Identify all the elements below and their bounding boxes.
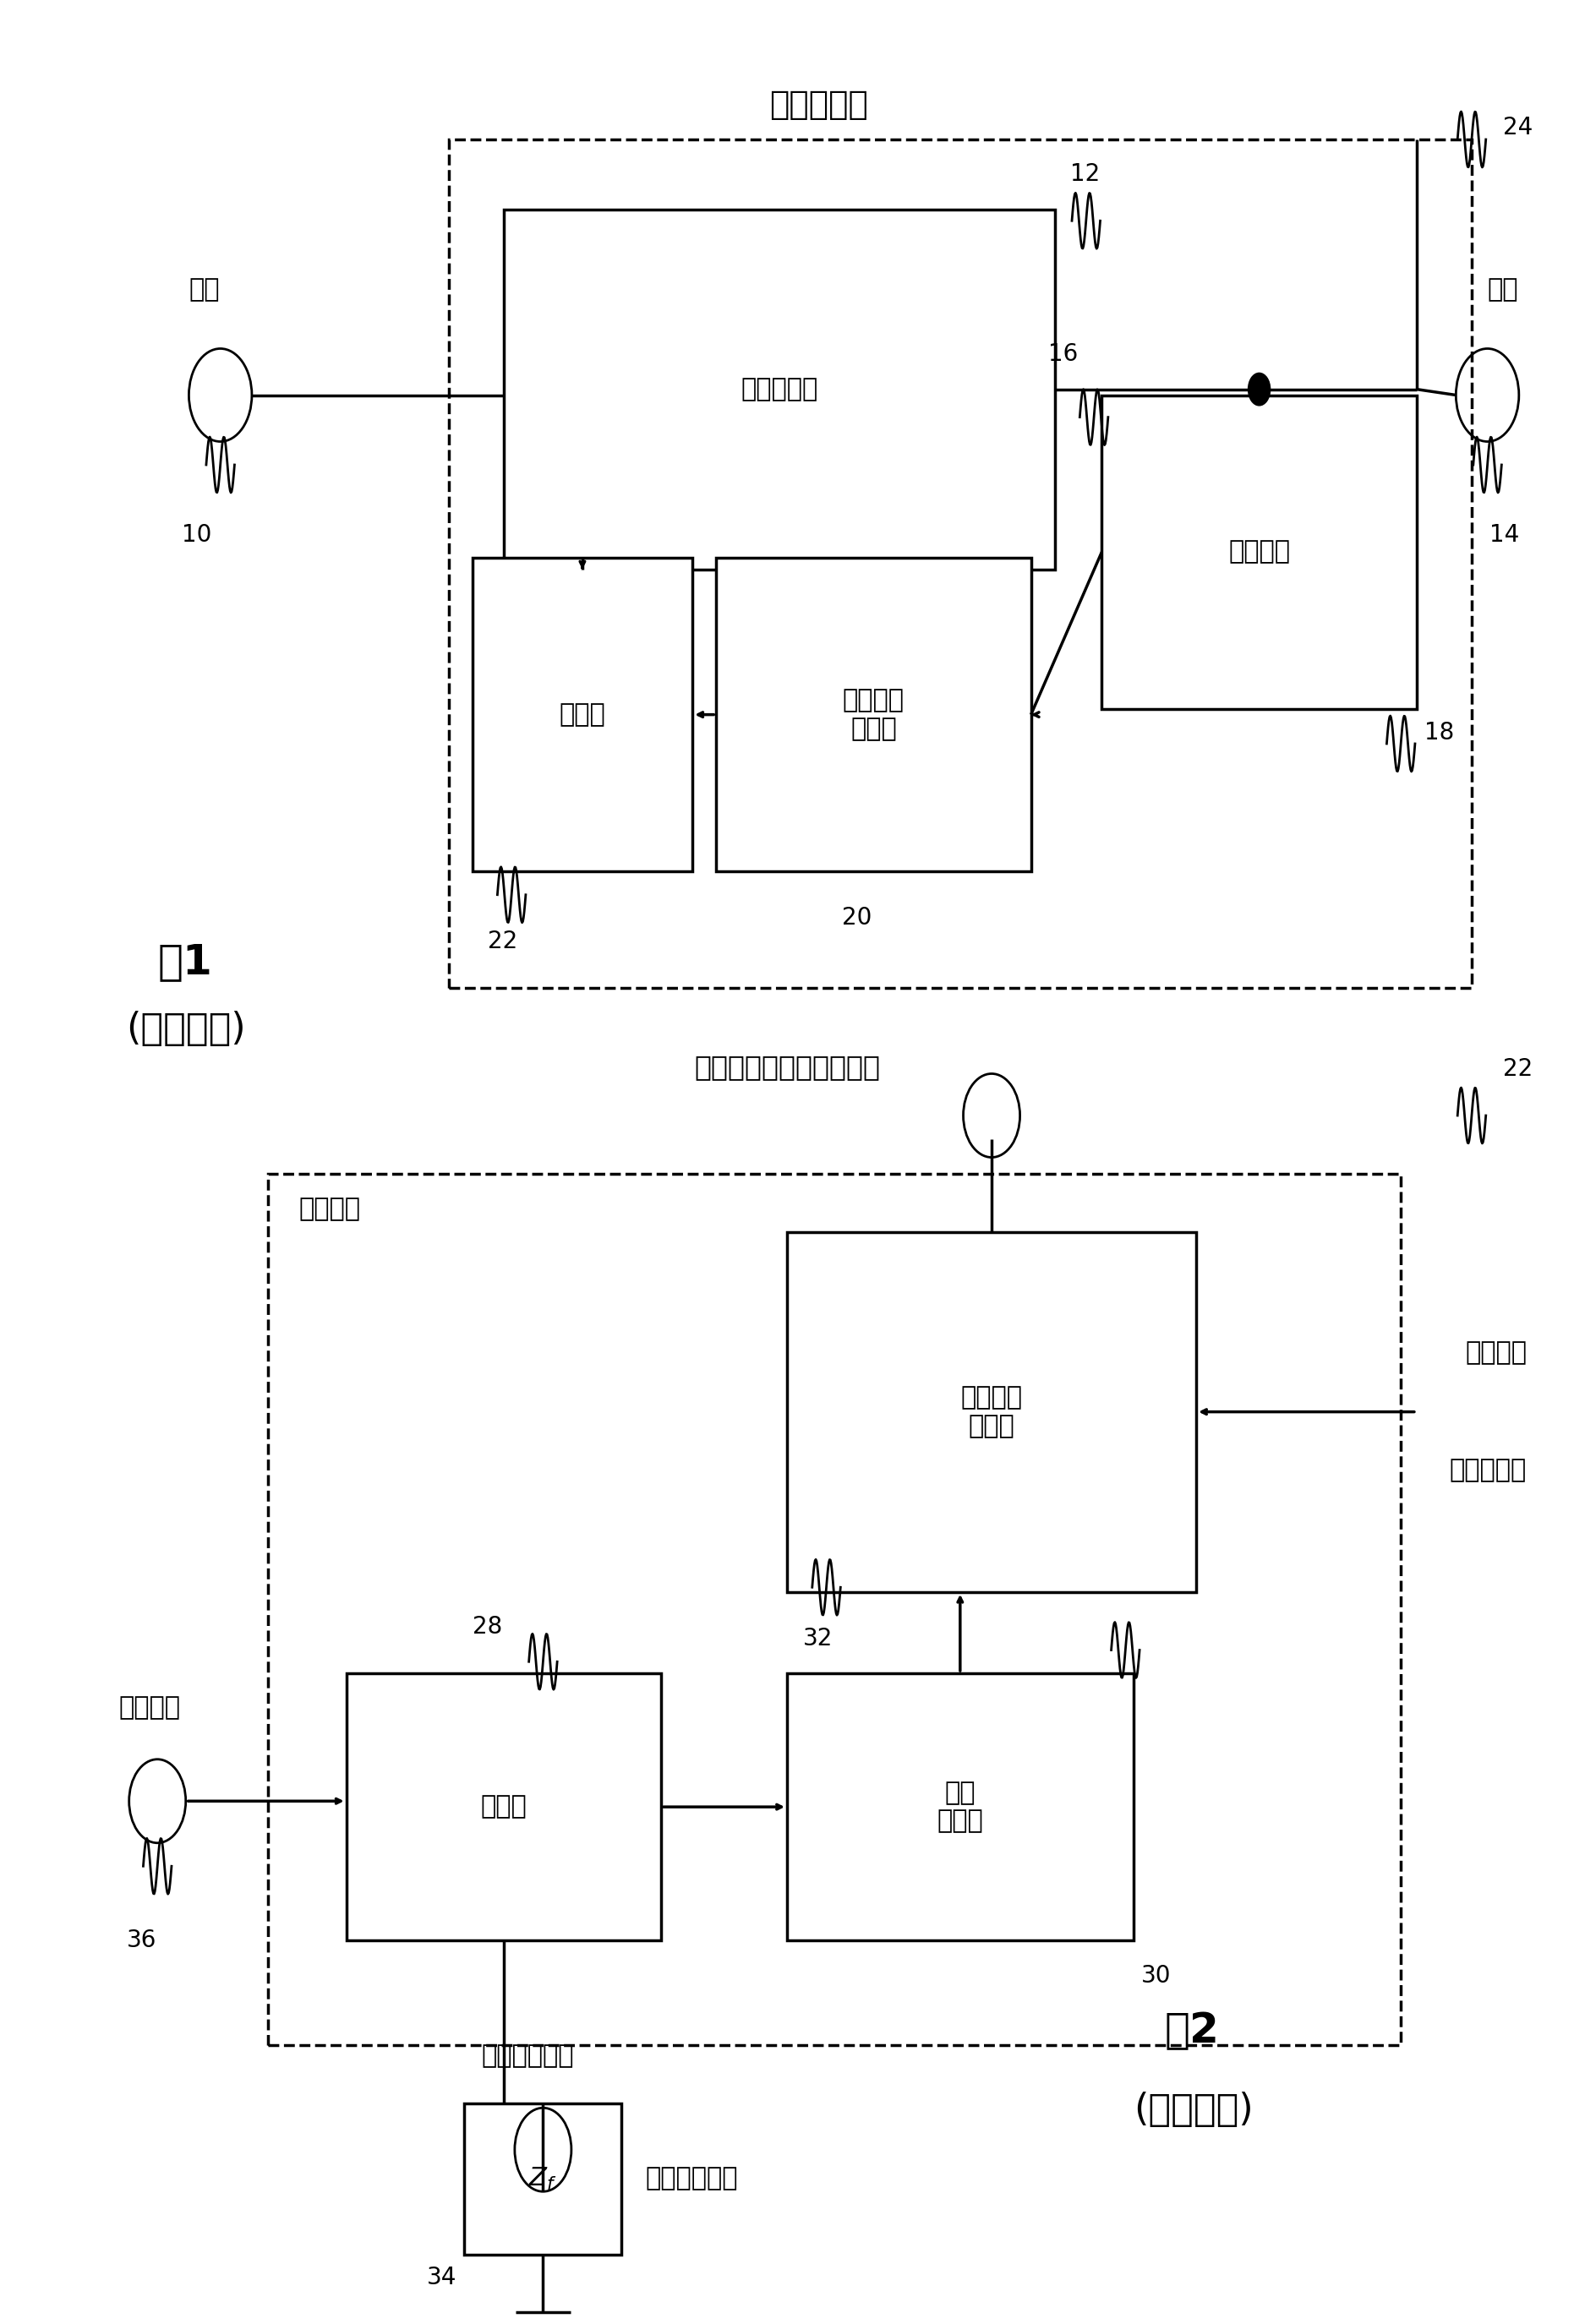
- Text: 24: 24: [1503, 116, 1533, 139]
- Text: 斜坡
发生器: 斜坡 发生器: [937, 1780, 984, 1834]
- Text: 16: 16: [1048, 342, 1078, 367]
- Text: 12: 12: [1070, 163, 1100, 186]
- Text: 34: 34: [427, 2266, 456, 2289]
- Text: 14: 14: [1489, 523, 1519, 546]
- Circle shape: [1248, 374, 1270, 407]
- FancyBboxPatch shape: [716, 558, 1031, 872]
- Text: 输入: 输入: [189, 277, 220, 302]
- Text: 同步输入: 同步输入: [118, 1694, 181, 1720]
- Text: 功率转换级: 功率转换级: [740, 376, 818, 402]
- Text: $Z_f$: $Z_f$: [529, 2166, 557, 2192]
- FancyBboxPatch shape: [472, 558, 693, 872]
- FancyBboxPatch shape: [787, 1673, 1133, 1941]
- Text: 20: 20: [842, 906, 872, 930]
- Text: 18: 18: [1424, 720, 1454, 744]
- Text: 功率调节器: 功率调节器: [770, 88, 867, 121]
- Text: 来自误差: 来自误差: [1465, 1341, 1527, 1367]
- Text: 脉冲宽度
调节器: 脉冲宽度 调节器: [960, 1385, 1023, 1439]
- FancyBboxPatch shape: [346, 1673, 661, 1941]
- Text: 28: 28: [472, 1615, 502, 1638]
- Text: 频率设置组件: 频率设置组件: [645, 2166, 738, 2192]
- Text: 控制器块: 控制器块: [299, 1197, 360, 1222]
- Text: 反馈网灶: 反馈网灶: [1228, 539, 1291, 565]
- Text: 36: 36: [127, 1929, 156, 1952]
- Text: 10: 10: [183, 523, 211, 546]
- Text: (现有技术): (现有技术): [1133, 2092, 1253, 2129]
- FancyBboxPatch shape: [1102, 395, 1417, 709]
- Text: 30: 30: [1141, 1964, 1171, 1987]
- Text: 放大器输出: 放大器输出: [1450, 1459, 1527, 1483]
- Text: 22: 22: [1503, 1057, 1533, 1081]
- Text: 输出: 输出: [1487, 277, 1519, 302]
- Text: 图1: 图1: [157, 941, 212, 981]
- Text: 到功率转换级的脉冲输出: 到功率转换级的脉冲输出: [694, 1053, 880, 1081]
- FancyBboxPatch shape: [504, 209, 1055, 569]
- Text: 频率设置输入: 频率设置输入: [482, 2043, 573, 2068]
- Text: 32: 32: [803, 1627, 833, 1650]
- Text: 控制器: 控制器: [559, 702, 606, 727]
- Text: 22: 22: [488, 930, 518, 953]
- Text: 误差信号
放大器: 误差信号 放大器: [842, 688, 905, 741]
- Text: 图2: 图2: [1165, 2010, 1220, 2050]
- FancyBboxPatch shape: [464, 2103, 622, 2254]
- FancyBboxPatch shape: [787, 1232, 1196, 1592]
- Text: (现有技术): (现有技术): [126, 1011, 246, 1048]
- Text: 振荡器: 振荡器: [480, 1794, 527, 1820]
